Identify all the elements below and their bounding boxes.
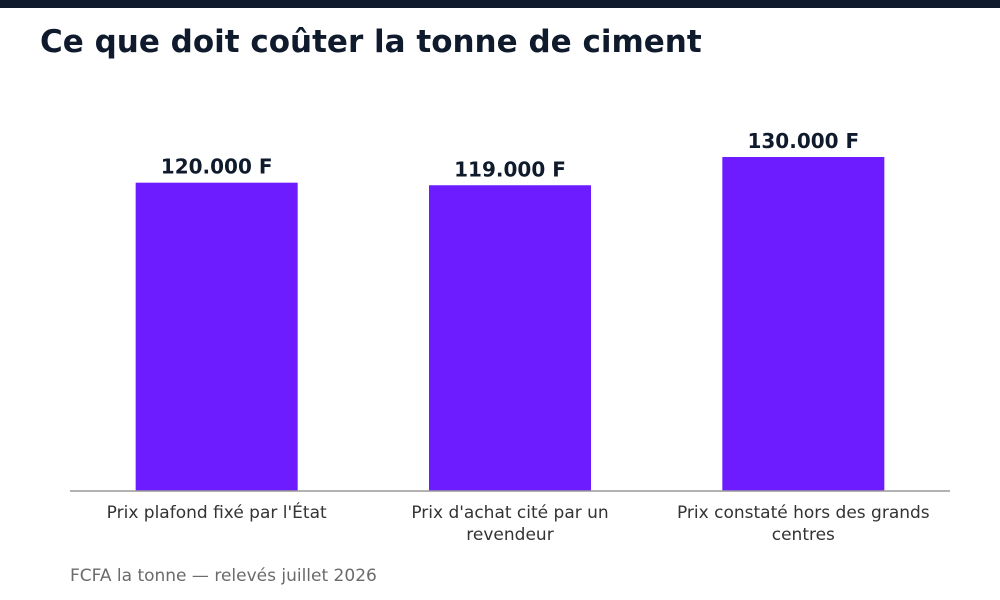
chart-title: Ce que doit coûter la tonne de ciment: [40, 24, 702, 60]
labels-layer: 120.000 F Prix plafond fixé par l'État 119…: [107, 129, 930, 545]
category-label-2-line-1: Prix d'achat cité par un: [411, 503, 608, 523]
value-label-2: 119.000 F: [454, 157, 566, 181]
category-label-1: Prix plafond fixé par l'État: [107, 501, 327, 523]
category-label-3-line-2: centres: [772, 525, 835, 545]
bar-2: [429, 185, 591, 491]
value-label-3: 130.000 F: [747, 129, 859, 153]
bars-layer: [135, 157, 885, 491]
bar-3: [722, 157, 885, 491]
chart-footnote: FCFA la tonne — relevés juillet 2026: [70, 566, 377, 586]
top-accent-bar: [0, 0, 1000, 8]
category-label-2-line-2: revendeur: [466, 525, 553, 545]
bar-1: [135, 182, 298, 491]
value-label-1: 120.000 F: [161, 155, 273, 179]
category-label-3-line-1: Prix constaté hors des grands: [677, 503, 930, 523]
